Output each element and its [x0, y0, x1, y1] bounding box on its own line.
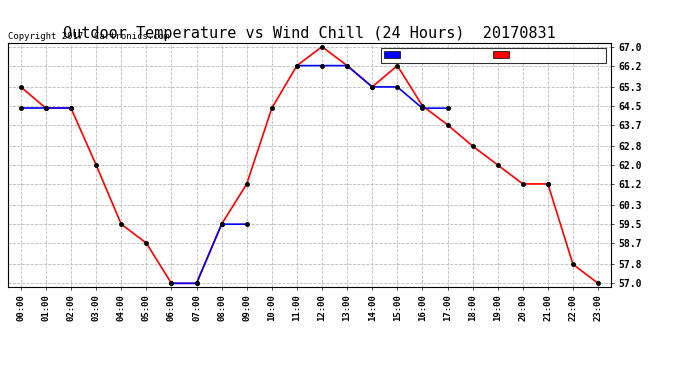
- Legend: Wind Chill  (°F), Temperature  (°F): Wind Chill (°F), Temperature (°F): [381, 48, 606, 63]
- Text: Copyright 2017  Cartronics.com: Copyright 2017 Cartronics.com: [8, 32, 170, 41]
- Title: Outdoor Temperature vs Wind Chill (24 Hours)  20170831: Outdoor Temperature vs Wind Chill (24 Ho…: [63, 26, 556, 40]
